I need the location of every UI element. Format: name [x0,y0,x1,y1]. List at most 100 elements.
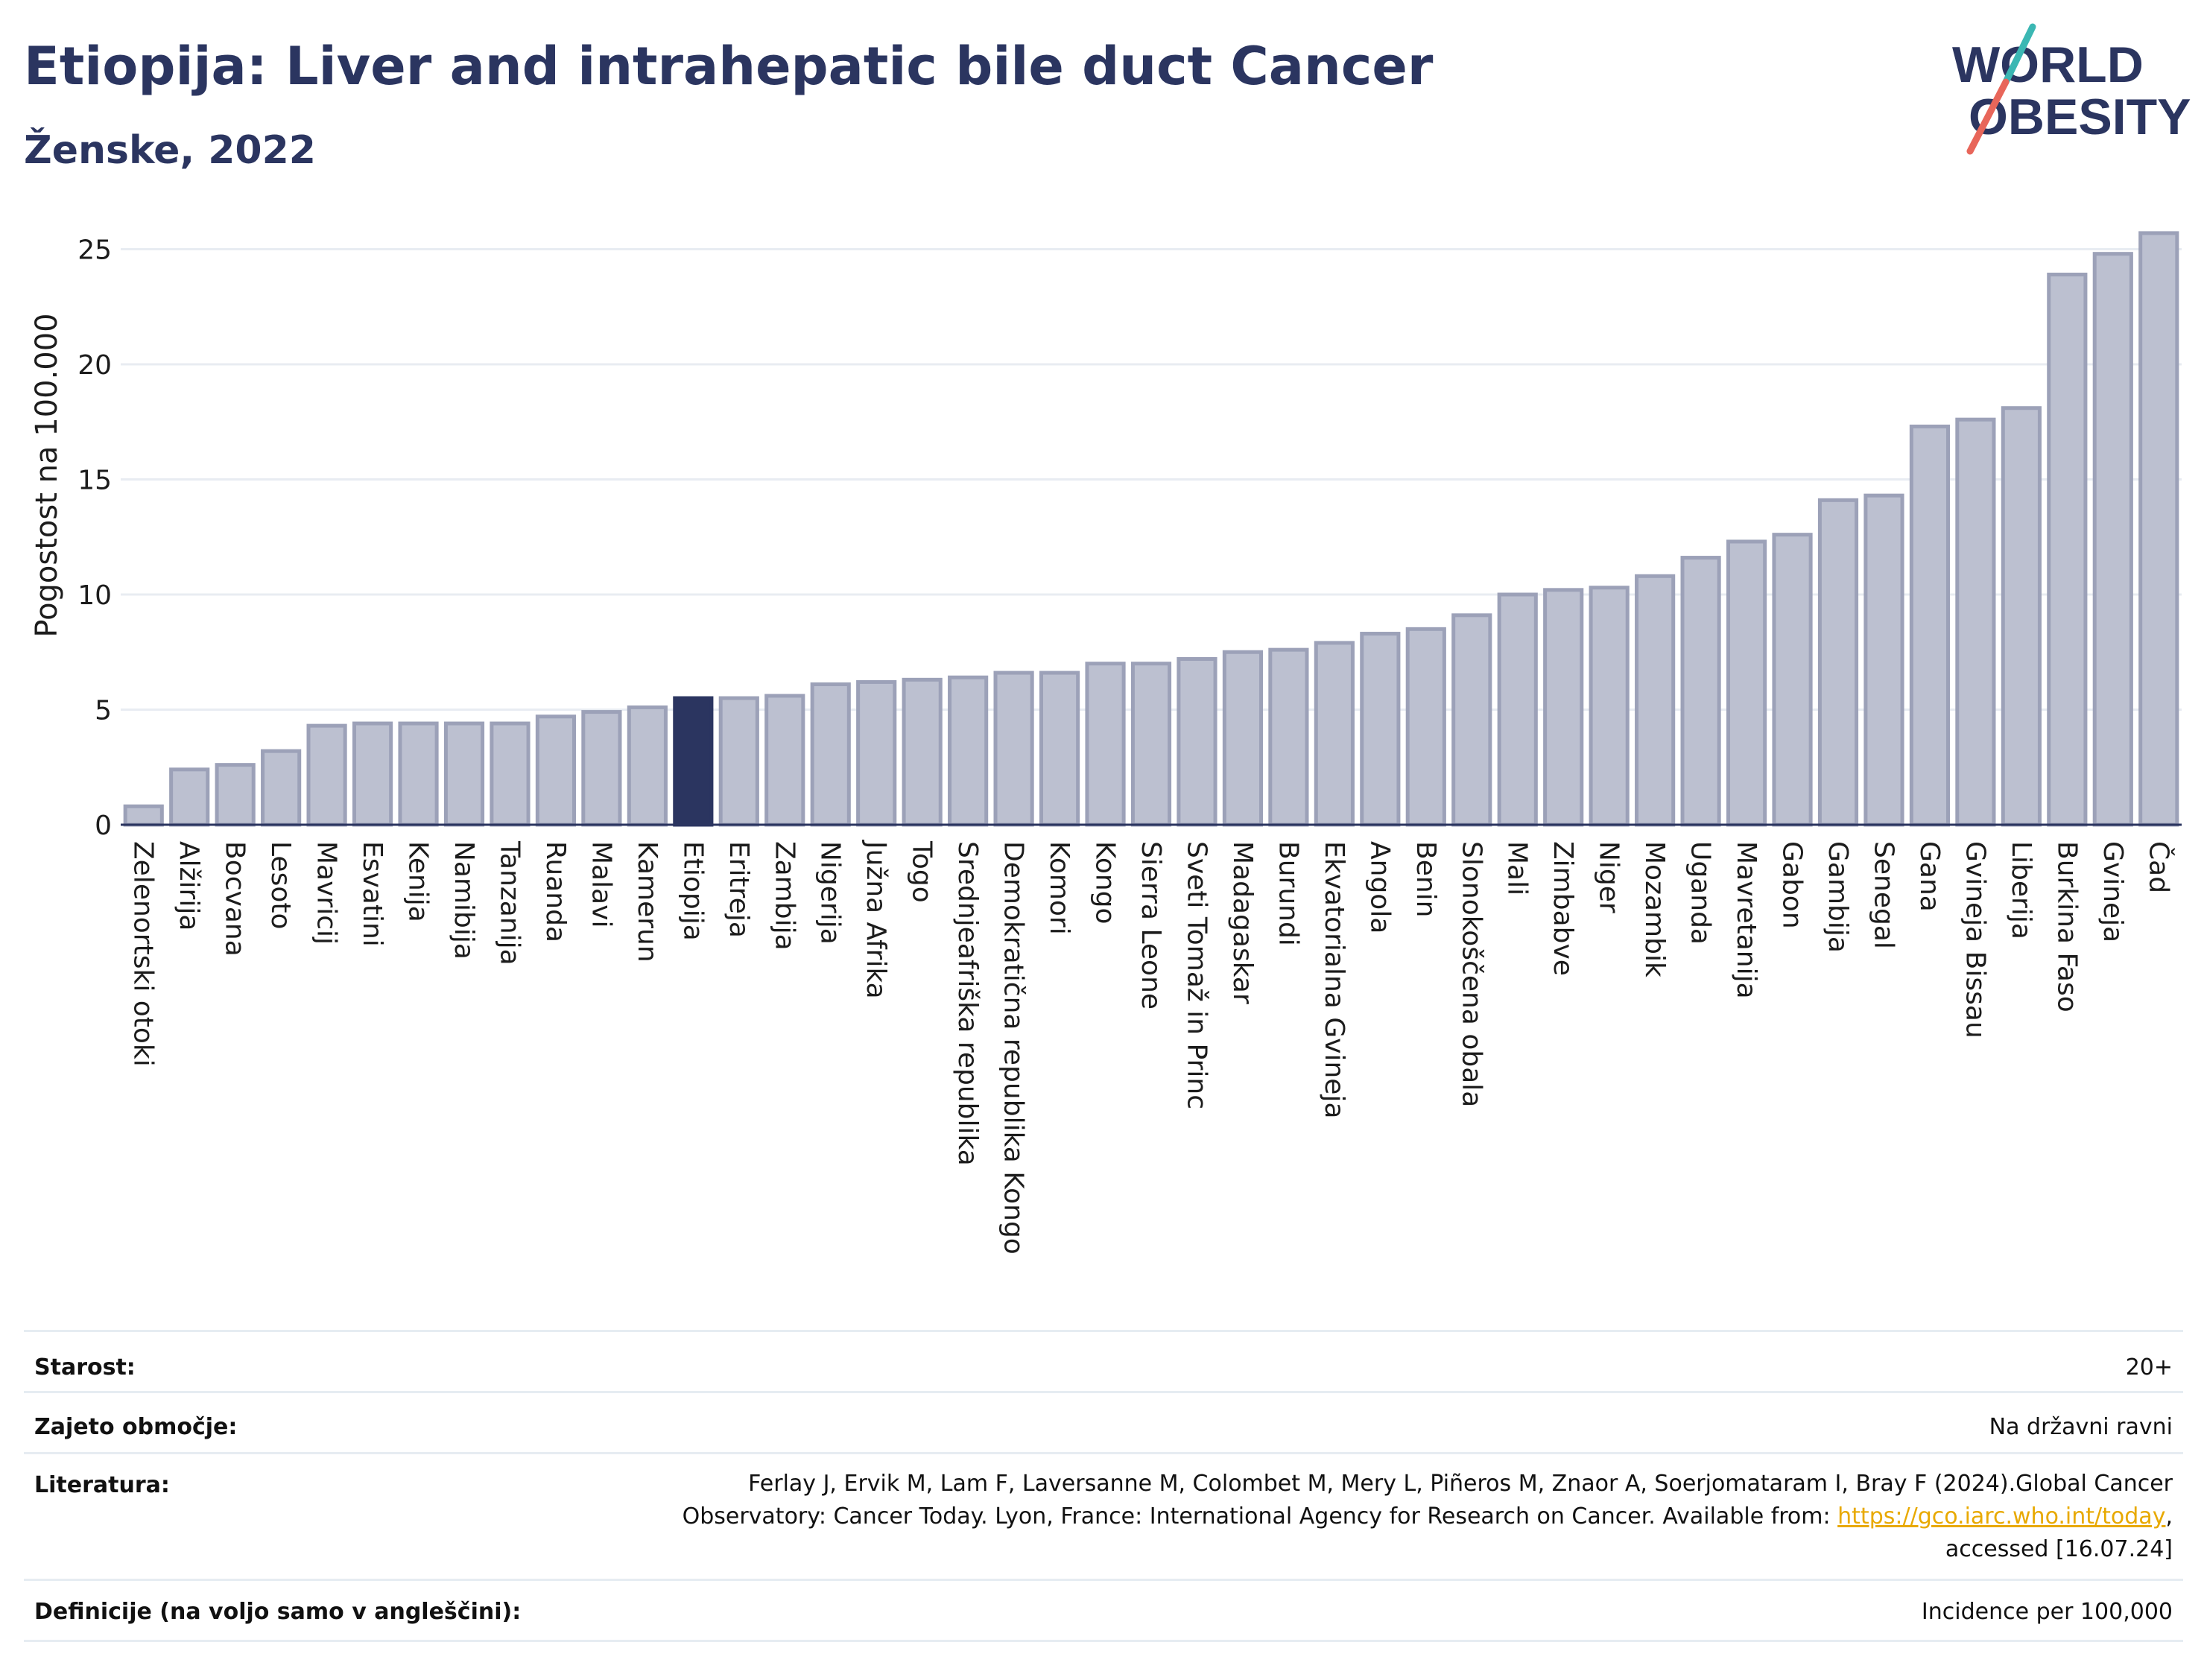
bar [627,705,668,827]
bar [1543,588,1584,827]
meta-row-age: Starost: 20+ [24,1332,2183,1393]
x-tick-label: Mavricij [311,841,342,945]
bar [261,749,302,827]
meta-row-definitions: Definicije (na voljo samo v angleščini):… [24,1581,2183,1642]
bar [443,721,485,827]
metadata-table: Starost: 20+ Zajeto območje: Na državni … [24,1330,2183,1642]
bar [1130,662,1172,827]
x-tick-label: Mozambik [1639,841,1670,977]
bar [764,694,805,827]
bar [902,677,943,827]
bars [123,231,2179,827]
x-tick-label: Kenija [403,841,434,922]
x-tick-label: Burkina Faso [2051,841,2082,1012]
x-tick-label: Kongo [1090,841,1121,925]
y-tick-labels: 0 5 10 15 20 25 [77,235,112,842]
x-tick-label: Lesoto [265,841,296,930]
y-tick-label: 10 [77,580,112,611]
literature-line-2: Observatory: Cancer Today. Lyon, France:… [682,1503,2173,1530]
bar [535,714,577,827]
x-tick-label: Tanzanija [494,840,525,966]
chart-title: Etiopija: Liver and intrahepatic bile du… [24,36,1434,97]
bar [1817,498,1859,827]
y-tick-label: 20 [77,350,112,381]
bar [1268,647,1309,827]
bar [1314,641,1355,827]
bar [1039,671,1080,827]
x-tick-label: Sierra Leone [1136,841,1166,1009]
x-tick-label: Demokratična republika Kongo [998,841,1029,1255]
bar [1360,632,1401,827]
x-tick-label: Uganda [1685,841,1716,945]
literature-line-3: accessed [16.07.24] [1945,1536,2173,1562]
bar [1863,493,1904,827]
bar [1909,424,1951,827]
bar [398,721,439,827]
bar [1222,650,1264,827]
x-tick-label: Senegal [1868,841,1899,949]
x-tick-label: Čad [2143,841,2174,893]
y-tick-label: 5 [95,696,112,726]
y-tick-label: 0 [95,811,112,841]
x-tick-label: Komori [1044,841,1074,935]
x-tick-label: Gana [1914,841,1945,912]
bar [1589,586,1630,827]
x-tick-label: Liberija [2006,841,2036,939]
x-tick-label: Eritreja [723,841,754,938]
meta-row-coverage: Zajeto območje: Na državni ravni [24,1393,2183,1454]
bar [490,721,531,827]
y-tick-label: 15 [77,466,112,496]
x-tick-label: Nigerija [815,841,846,945]
x-tick-label: Etiopija [677,841,708,941]
definitions-label: Definicije (na voljo samo v angleščini): [34,1599,522,1625]
bar [1772,533,1813,827]
x-tick-label: Gambija [1823,841,1853,953]
bar [810,682,851,827]
coverage-value: Na državni ravni [1989,1414,2173,1440]
chart-subtitle: Ženske, 2022 [24,128,316,173]
bar [1085,662,1126,827]
y-axis-label: Pogostost na 100.000 [30,313,64,637]
x-tick-label: Mali [1502,841,1533,896]
bar [1955,417,1996,827]
bar [123,804,164,827]
x-tick-label: Togo [907,840,937,903]
bar [1726,539,1767,827]
definitions-value: Incidence per 100,000 [1921,1599,2173,1625]
literature-line-1: Ferlay J, Ervik M, Lam F, Laversanne M, … [748,1471,2173,1497]
bar [1451,613,1492,827]
bar [1635,574,1676,827]
x-tick-label: Esvatini [357,841,387,947]
literature-link[interactable]: https://gco.iarc.who.int/today [1837,1503,2166,1530]
bar [1405,627,1446,827]
bar [1177,657,1217,827]
x-tick-label: Alžirija [174,841,204,931]
bar [948,675,989,827]
age-value: 20+ [2125,1354,2173,1381]
bar [581,710,622,827]
x-tick-label: Malavi [586,841,616,928]
bar [306,723,347,827]
x-tick-label: Zelenortski otoki [128,841,159,1067]
bar [856,679,897,827]
y-tick-label: 25 [77,235,112,266]
bar [1497,592,1538,827]
x-tick-label: Zimbabve [1548,841,1578,976]
x-tick-label: Kamerun [632,841,662,963]
literature-label: Literatura: [34,1472,170,1498]
x-tick-labels: Zelenortski otoki Alžirija Bocvana Lesoto Ma… [128,840,2175,1255]
x-tick-label: Mavretanija [1731,841,1761,999]
bar [169,767,210,827]
x-tick-label: Gabon [1777,841,1808,929]
x-tick-label: Burundi [1273,841,1303,946]
svg-text:OBESITY: OBESITY [1969,89,2191,145]
x-tick-label: Ruanda [540,841,571,942]
svg-text:WORLD: WORLD [1952,37,2144,93]
bar [1680,556,1721,827]
meta-row-literature: Literatura: Ferlay J, Ervik M, Lam F, La… [24,1454,2183,1581]
x-tick-label: Niger [1594,841,1624,913]
bar [2047,272,2088,827]
world-obesity-logo: WORLD OBESITY [1952,23,2191,155]
x-tick-label: Ekvatorialna Gvineja [1319,841,1349,1119]
age-label: Starost: [34,1354,136,1381]
